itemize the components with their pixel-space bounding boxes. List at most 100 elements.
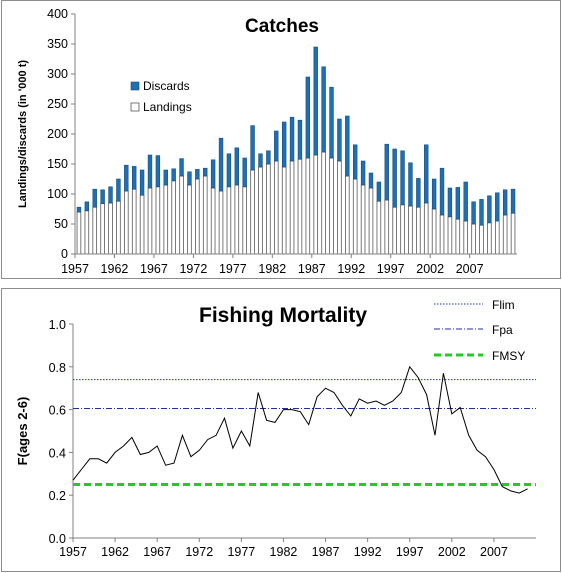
landings-bar: [131, 188, 137, 255]
fishing-mortality-chart-panel: 0.0 0.2 0.4 0.6 0.8 1.0 1957 1962 1967 1972 1977 19…: [1, 288, 561, 572]
y-tick-label: 350: [47, 37, 68, 51]
landings-bar: [84, 210, 90, 255]
landings-bar: [376, 200, 382, 255]
discards-bar: [368, 172, 374, 189]
discards-bar: [163, 169, 168, 186]
landings-bar: [384, 199, 390, 255]
landings-bar: [195, 178, 200, 255]
landings-bar: [76, 211, 82, 255]
landings-bar: [360, 184, 366, 255]
y-axis-title: Landings/discards (in '000 t): [17, 60, 29, 208]
landings-bar: [416, 206, 421, 255]
discards-bar: [281, 121, 287, 168]
landings-bar: [100, 203, 105, 255]
discards-bar: [218, 137, 224, 192]
landings-bar: [179, 175, 184, 255]
discards-bar: [234, 147, 239, 186]
y-tick-label: 400: [47, 7, 68, 21]
landings-bar: [439, 214, 445, 255]
landings-bar: [487, 222, 492, 255]
discards-bar: [424, 144, 429, 204]
landings-bar: [305, 157, 311, 255]
discards-bar: [274, 130, 279, 162]
discards-bar: [502, 189, 508, 216]
legend-swatch-landings: [130, 102, 140, 112]
landings-bar: [337, 160, 342, 255]
y-tick-label: 0.2: [49, 489, 66, 503]
discards-bar: [392, 148, 397, 208]
discards-bar: [455, 187, 460, 220]
x-tick-label: 1987: [298, 262, 326, 276]
x-tick-label: 1992: [337, 262, 365, 276]
catches-chart-panel: 0 50 100 150 200 250 300 350 400 1957 1962 1967 1972…: [1, 0, 561, 279]
landings-bar: [258, 166, 263, 255]
landings-bar: [321, 151, 326, 255]
y-tick-label: 0.0: [49, 532, 66, 546]
discards-bar: [408, 162, 413, 207]
discards-bar: [210, 159, 216, 189]
legend-swatch-discards: [130, 81, 140, 91]
landings-bar: [408, 205, 413, 255]
discards-bar: [124, 164, 129, 192]
landings-bar: [297, 158, 303, 255]
discards-bar: [266, 150, 271, 165]
x-tick-label: 1957: [59, 545, 87, 559]
x-tick-label: 1992: [354, 545, 382, 559]
f-series-line: [72, 365, 528, 494]
landings-bar: [289, 160, 295, 255]
x-tick-label: 1962: [101, 262, 129, 276]
x-tick-label: 2007: [456, 262, 484, 276]
landings-bar: [139, 194, 145, 255]
landings-bar: [463, 220, 468, 255]
y-tick-label: 250: [47, 97, 68, 111]
discards-bar: [203, 167, 208, 177]
chart-title: Fishing Mortality: [199, 304, 367, 327]
discards-bar: [471, 201, 476, 225]
x-tick-label: 1962: [101, 545, 129, 559]
discards-bar: [360, 160, 366, 186]
x-tick-label: 1982: [270, 545, 298, 559]
landings-bar: [210, 187, 216, 255]
discards-bar: [353, 144, 358, 180]
landings-bar: [447, 216, 453, 255]
y-tick-label: 1.0: [49, 318, 66, 332]
discards-bar: [179, 158, 184, 177]
x-tick-label: 1997: [377, 262, 405, 276]
landings-bar: [116, 200, 121, 255]
discards-bar: [108, 186, 113, 204]
discards-bar: [258, 153, 263, 168]
discards-bar: [321, 66, 326, 153]
x-tick-label: 1972: [185, 545, 213, 559]
legend-label-fmsy: FMSY: [492, 349, 525, 363]
landings-bar: [431, 208, 437, 255]
discards-bar: [337, 118, 342, 162]
discards-bar: [250, 125, 255, 171]
landings-bar: [202, 175, 208, 255]
discards-bar: [510, 188, 516, 214]
y-tick-label: 150: [47, 157, 68, 171]
landings-bar: [494, 220, 500, 255]
discards-bar: [447, 187, 453, 218]
discards-bar: [463, 181, 468, 222]
landings-bar: [400, 204, 405, 255]
discards-bar: [297, 119, 303, 160]
landings-bar: [218, 190, 224, 255]
landings-bar: [313, 154, 319, 255]
chart-title: Catches: [245, 16, 319, 37]
y-axis-title: F(ages 2-6): [15, 397, 30, 466]
discards-bar: [345, 115, 350, 177]
x-tick-label: 1977: [219, 262, 247, 276]
landings-bar: [352, 178, 358, 255]
x-tick-label: 1957: [61, 262, 89, 276]
y-tick-label: 50: [54, 217, 68, 231]
x-tick-label: 2002: [438, 545, 466, 559]
legend-label-flim: Flim: [492, 298, 515, 312]
discards-bar: [100, 189, 105, 204]
landings-bar: [455, 218, 461, 255]
discards-bar: [139, 169, 145, 196]
legend-label-discards: Discards: [143, 79, 190, 93]
discards-bar: [76, 206, 82, 213]
discards-bar: [416, 178, 421, 208]
discards-bar: [439, 167, 445, 216]
discards-bar: [132, 166, 137, 190]
